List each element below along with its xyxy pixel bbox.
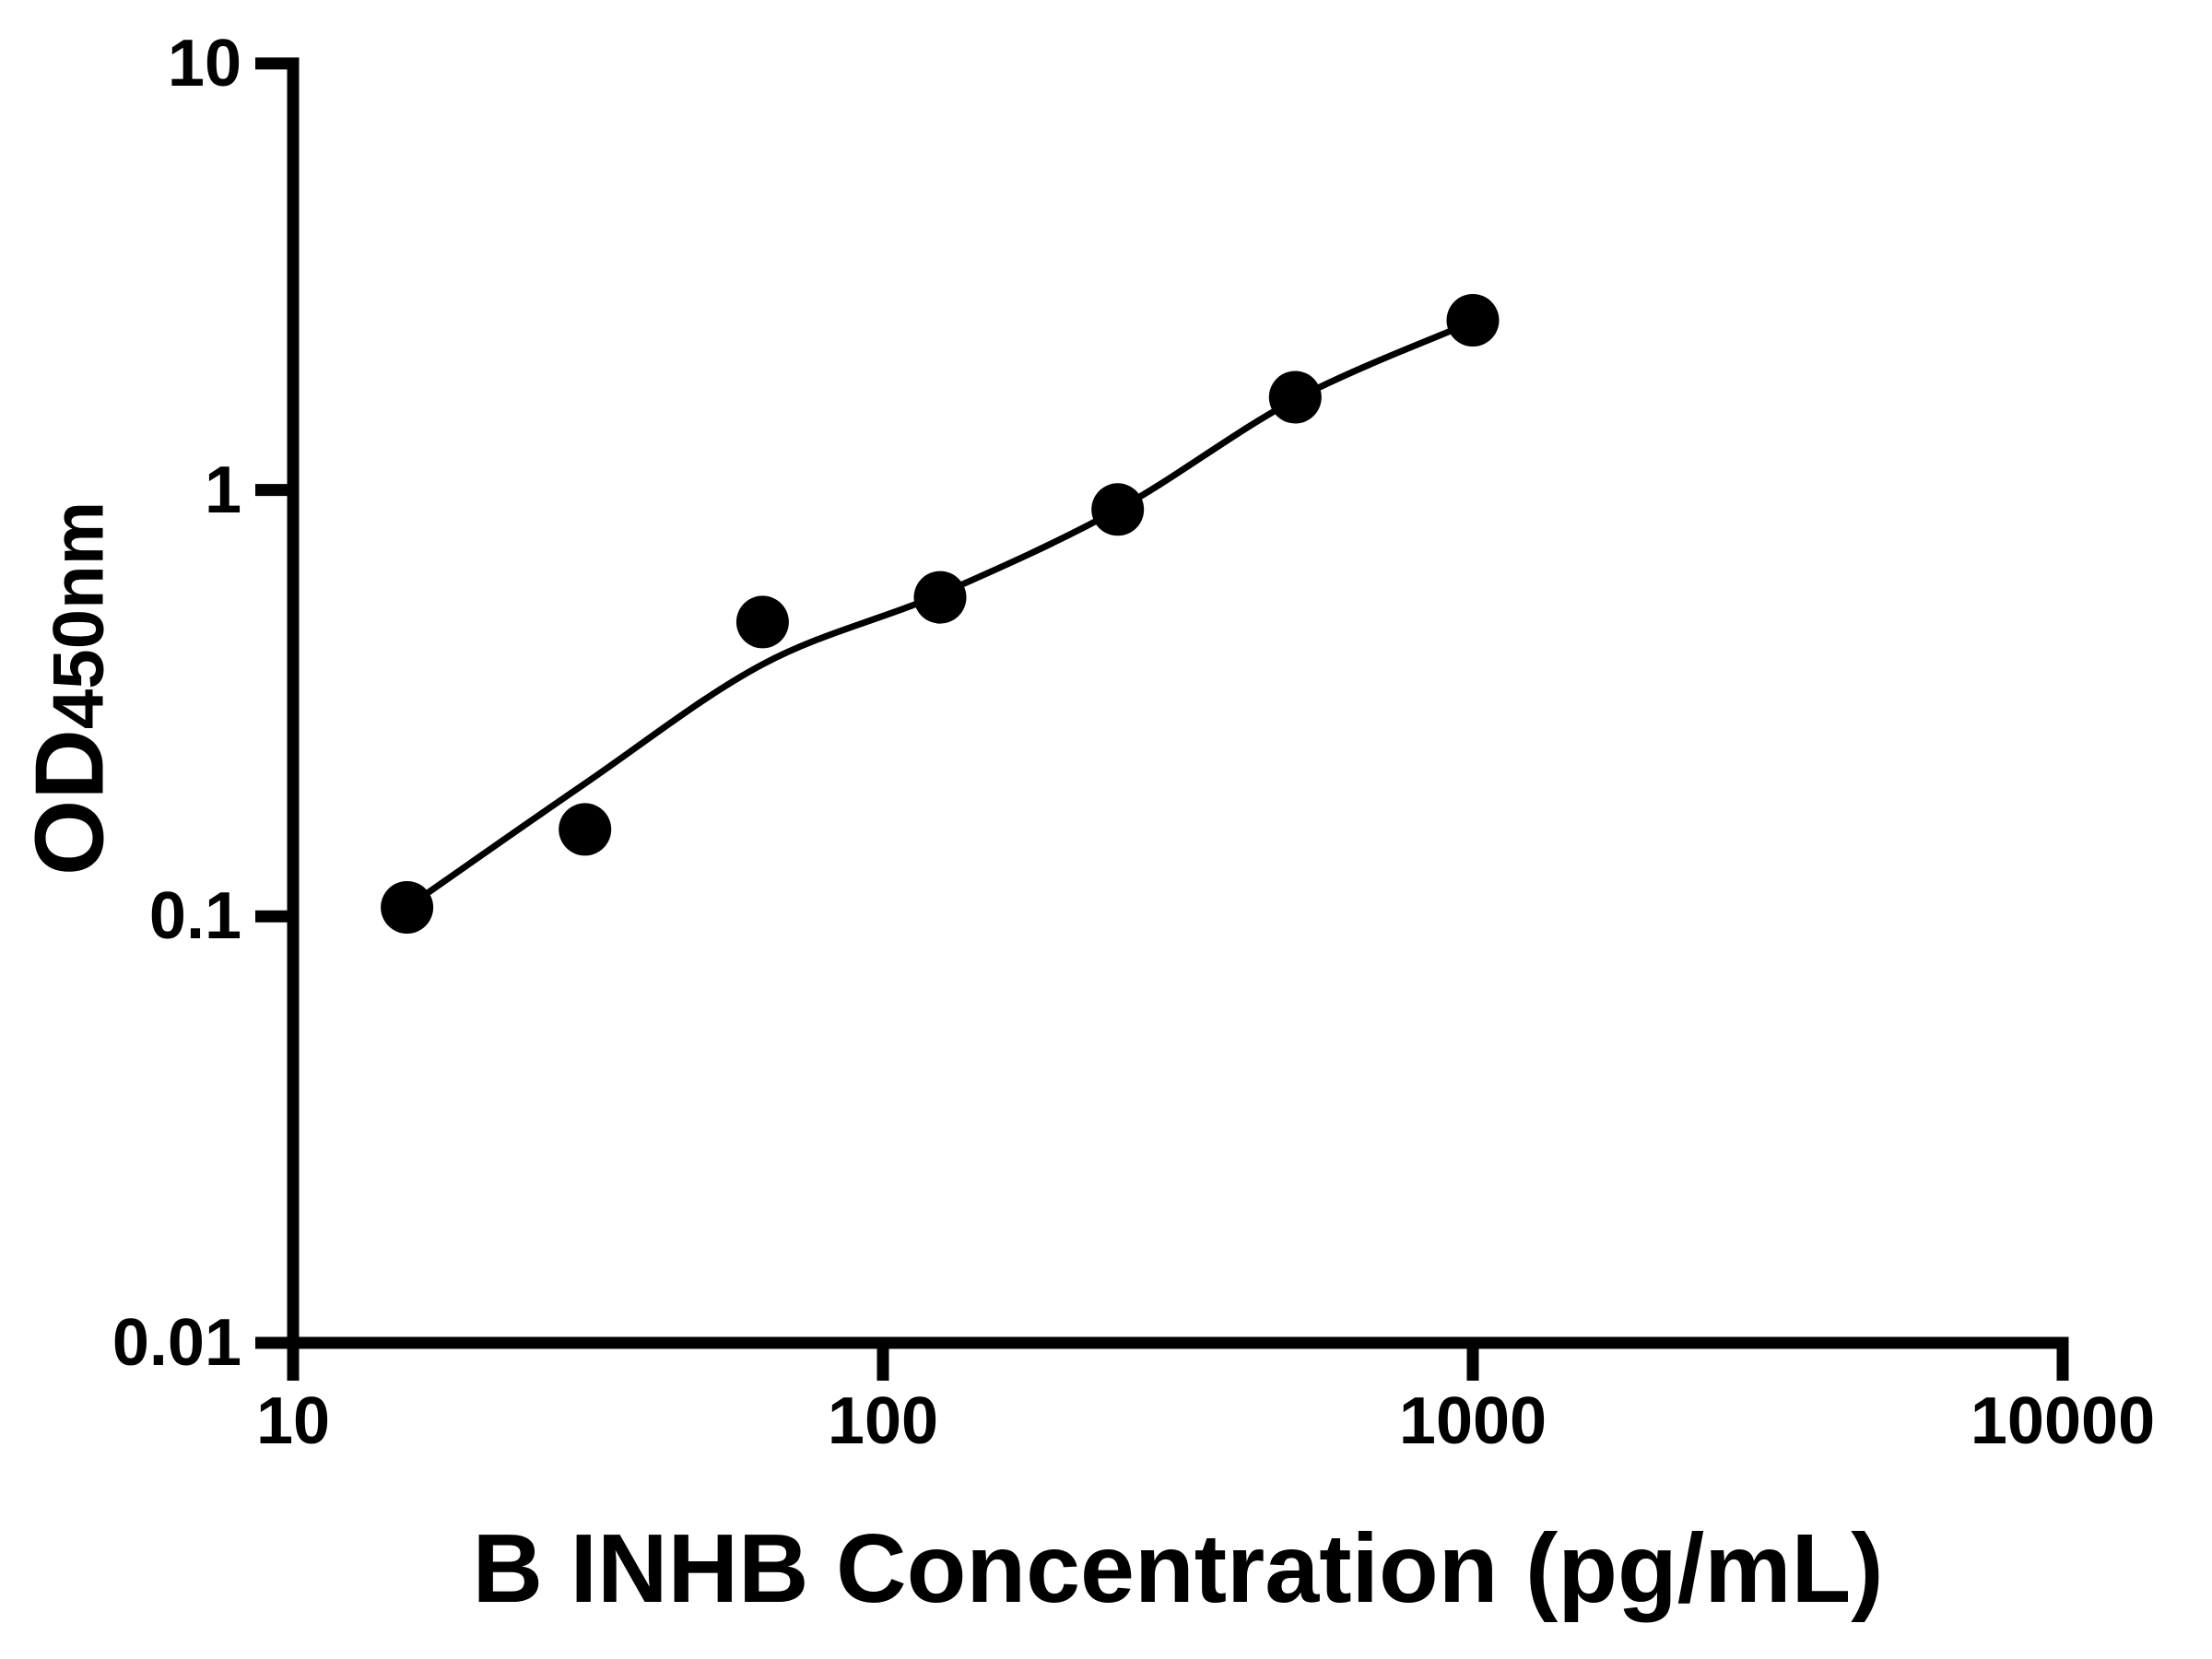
data-point [913,571,967,624]
data-point [1268,371,1322,424]
x-tick-label: 10 [255,1384,331,1458]
x-tick-label: 100 [827,1384,939,1458]
data-point [1091,483,1145,536]
y-axis-title-main: OD [15,729,124,877]
y-axis-title: OD 450nm [15,500,129,877]
y-tick-label: 10 [167,26,241,100]
data-point [735,595,789,649]
x-tick-label: 1000 [1398,1384,1547,1458]
data-point [559,803,612,856]
y-tick-label: 0.1 [148,879,241,954]
data-point [1446,294,1500,347]
y-tick-label: 0.01 [112,1306,241,1380]
y-axis-title-subscript: 450nm [37,500,119,730]
data-point [381,881,434,934]
y-tick-label: 1 [204,453,241,527]
x-tick-label: 10000 [1970,1384,2156,1458]
x-axis-title: B INHB Concentration (pg/mL) [472,1514,1884,1623]
